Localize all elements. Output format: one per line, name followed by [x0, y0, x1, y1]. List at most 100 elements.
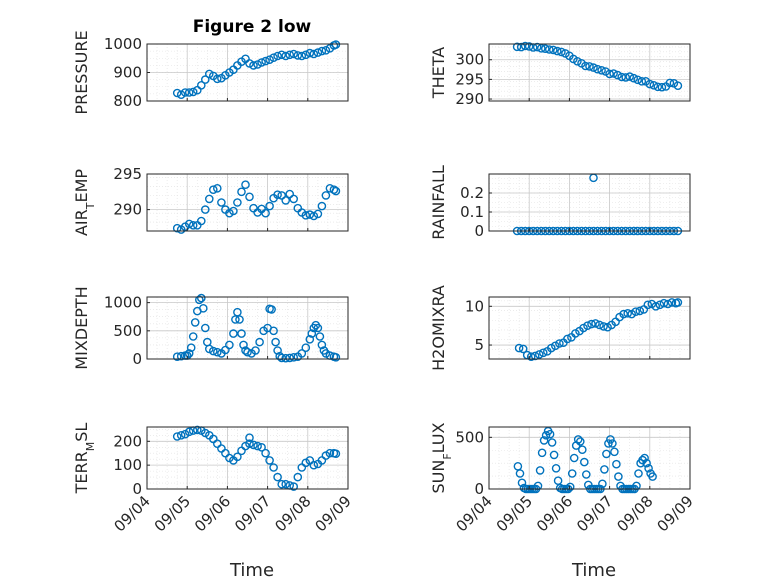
y-tick-label: 5: [474, 336, 484, 354]
data-point: [321, 191, 331, 200]
data-point: [539, 348, 548, 358]
data-point: [184, 219, 194, 229]
data-point: [580, 457, 589, 467]
data-point: [225, 340, 234, 350]
y-tick-label: 0.2: [460, 184, 484, 202]
data-point: [277, 479, 287, 489]
data-series: [172, 40, 341, 99]
y-tick-label: 1000: [104, 294, 142, 312]
data-point: [551, 463, 561, 473]
data-point: [537, 44, 546, 53]
x-tick-label: 09/05: [151, 492, 194, 535]
x-tick-label: 09/07: [231, 492, 274, 535]
data-point: [535, 466, 545, 475]
data-point: [281, 51, 291, 61]
data-point: [245, 192, 254, 202]
data-point: [329, 185, 339, 194]
data-point: [581, 61, 590, 71]
data-point: [649, 81, 659, 90]
y-axis-label: PRESSURE: [72, 30, 91, 114]
data-point: [269, 463, 278, 472]
y-tick-label: 0: [474, 222, 484, 240]
data-point: [600, 465, 609, 474]
data-point: [172, 223, 182, 233]
data-point: [261, 208, 270, 218]
data-point: [557, 47, 566, 57]
data-point: [578, 445, 587, 455]
data-point: [608, 439, 617, 448]
data-point: [265, 201, 274, 211]
data-point: [212, 183, 222, 193]
x-tick-label: 09/07: [573, 492, 616, 535]
data-point: [204, 194, 214, 204]
data-point: [309, 49, 319, 59]
data-point: [535, 350, 544, 359]
data-point: [267, 305, 276, 314]
data-point: [633, 75, 643, 85]
data-point: [293, 472, 303, 482]
data-point: [640, 453, 649, 463]
data-point: [537, 448, 547, 458]
x-axis-label-right: Time: [571, 560, 616, 581]
data-point: [569, 453, 579, 463]
subplot-rainfall: 00.10.2 RAINFALL: [429, 165, 691, 240]
data-point: [313, 323, 323, 333]
data-point: [621, 73, 631, 82]
data-point: [673, 298, 683, 307]
y-tick-label: 0: [132, 480, 142, 498]
data-point: [243, 347, 252, 357]
data-point: [604, 439, 613, 448]
data-point: [573, 57, 582, 66]
x-tick-label: 09/08: [613, 492, 656, 535]
data-point: [549, 45, 558, 55]
data-point: [587, 319, 596, 329]
data-point: [541, 44, 550, 54]
data-point: [184, 427, 194, 437]
y-tick-label: 10: [465, 297, 484, 315]
data-point: [249, 61, 258, 70]
data-point: [186, 343, 196, 353]
data-point: [644, 463, 653, 473]
data-point: [309, 211, 319, 221]
data-point: [617, 72, 627, 82]
data-point: [599, 322, 608, 331]
data-point: [307, 329, 317, 338]
x-tick-label: 09/09: [654, 492, 697, 535]
data-point: [281, 353, 291, 363]
data-point: [526, 352, 536, 362]
data-point: [545, 45, 554, 54]
data-point: [176, 430, 186, 440]
data-point: [289, 49, 299, 59]
data-point: [653, 82, 663, 92]
data-point: [331, 449, 341, 459]
data-point: [200, 75, 210, 84]
data-point: [305, 210, 315, 219]
data-point: [629, 73, 639, 83]
data-point: [545, 429, 555, 439]
data-series: [513, 426, 657, 494]
data-point: [196, 293, 206, 303]
data-point: [555, 339, 564, 348]
data-point: [237, 329, 246, 338]
data-point: [648, 472, 657, 481]
y-tick-label: 290: [113, 201, 142, 219]
y-tick-label: 1000: [104, 35, 142, 53]
data-point: [520, 41, 530, 51]
data-point: [301, 210, 311, 220]
data-point: [257, 442, 266, 452]
data-point: [233, 198, 242, 207]
data-point: [317, 201, 327, 211]
data-point: [317, 46, 327, 56]
data-point: [196, 216, 206, 226]
data-point: [645, 79, 655, 89]
y-axis-label: THETA: [429, 47, 448, 99]
data-series: [172, 293, 341, 363]
data-point: [265, 55, 274, 65]
data-point: [619, 309, 629, 319]
y-tick-label: 0: [474, 480, 484, 498]
data-point: [297, 51, 307, 61]
y-tick-label: 295: [455, 70, 484, 88]
data-point: [261, 448, 270, 458]
